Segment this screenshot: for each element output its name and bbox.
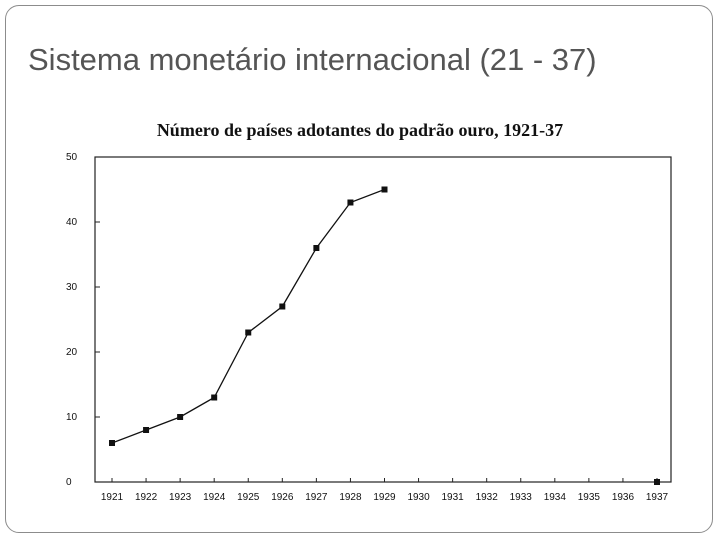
x-tick-label: 1928 bbox=[339, 492, 362, 503]
x-tick-label: 1929 bbox=[373, 492, 396, 503]
y-tick-label: 0 bbox=[66, 477, 72, 488]
x-tick-label: 1923 bbox=[169, 492, 192, 503]
plot-frame bbox=[94, 156, 672, 483]
chart-title: Número de países adotantes do padrão our… bbox=[156, 120, 564, 140]
x-axis: 1921 1922 1923 1924 1925 1926 1927 1928 1929 1930… bbox=[101, 478, 669, 503]
x-tick-label: 1930 bbox=[407, 492, 430, 503]
x-tick-label: 1924 bbox=[203, 492, 226, 503]
data-markers bbox=[109, 186, 660, 485]
data-point-marker bbox=[347, 199, 354, 206]
data-point-marker bbox=[245, 329, 252, 336]
series-line bbox=[112, 190, 657, 483]
data-point-marker bbox=[313, 245, 320, 251]
x-tick-label: 1925 bbox=[237, 492, 260, 503]
x-tick-label: 1932 bbox=[476, 492, 499, 503]
y-tick-label: 50 bbox=[66, 152, 78, 163]
data-point-marker bbox=[109, 440, 115, 446]
data-point-marker bbox=[381, 186, 388, 193]
x-tick-label: 1937 bbox=[646, 492, 669, 503]
y-tick-label: 10 bbox=[66, 412, 78, 423]
data-point-marker bbox=[177, 414, 184, 420]
data-point-marker bbox=[279, 303, 286, 310]
x-tick-label: 1927 bbox=[305, 492, 328, 503]
x-tick-label: 1933 bbox=[510, 492, 533, 503]
y-tick-label: 20 bbox=[66, 347, 78, 358]
data-point-marker bbox=[654, 479, 660, 485]
x-tick-label: 1935 bbox=[578, 492, 601, 503]
x-tick-label: 1936 bbox=[612, 492, 635, 503]
series-path bbox=[112, 190, 657, 483]
x-tick-label: 1934 bbox=[544, 492, 567, 503]
x-tick-label: 1922 bbox=[135, 492, 158, 503]
y-tick-label: 40 bbox=[66, 217, 78, 228]
x-tick-label: 1931 bbox=[442, 492, 465, 503]
data-point-marker bbox=[211, 394, 218, 401]
slide-title: Sistema monetário internacional (21 - 37… bbox=[28, 42, 597, 77]
data-point-marker bbox=[143, 427, 150, 433]
y-axis: 0 10 20 30 40 50 bbox=[66, 152, 100, 488]
y-tick-label: 30 bbox=[66, 282, 78, 293]
x-tick-label: 1926 bbox=[271, 492, 294, 503]
slide-frame bbox=[5, 5, 713, 533]
x-tick-label: 1921 bbox=[101, 492, 124, 503]
